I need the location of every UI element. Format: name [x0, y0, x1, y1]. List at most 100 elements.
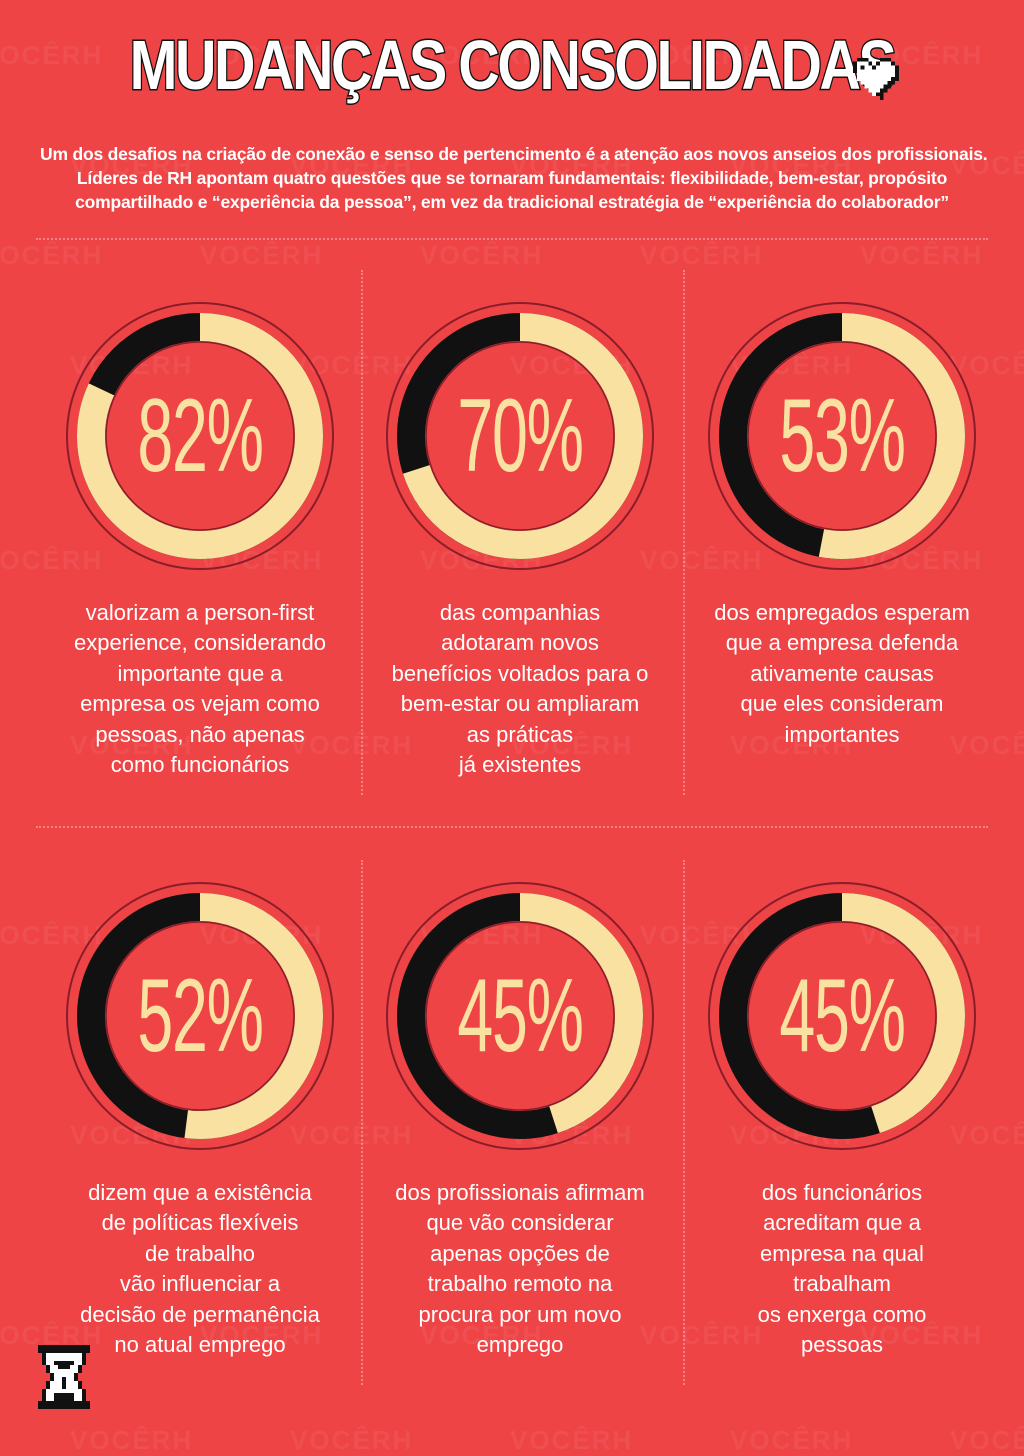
intro-line: Um dos desafios na criação de conexão e …: [40, 144, 988, 164]
description-line: no atual emprego: [114, 1332, 286, 1358]
donut-outer-ring: [66, 302, 334, 570]
description-line: de trabalho: [144, 1240, 256, 1266]
pixel-heart-icon: [852, 57, 899, 100]
donut-outer-ring: [708, 882, 976, 1150]
donut-inner-ring: [105, 341, 295, 531]
stat-card: 82% valorizam a person-first experience, c…: [49, 300, 349, 800]
stat-description: valorizam a person-first experience, cons…: [49, 598, 351, 780]
description-line: pessoas: [801, 1332, 883, 1358]
donut-value-arc: [397, 893, 643, 1139]
donut-chart: [386, 882, 654, 1150]
intro-line: compartilhado e “experiência da pessoa”,…: [75, 192, 949, 212]
page-title: MUDANÇAS CONSOLIDADAS: [128, 26, 898, 104]
donut-outer-ring: [386, 302, 654, 570]
stat-description: dos funcionários acreditam que a empresa n…: [691, 1178, 993, 1360]
stat-description: das companhias adotaram novos benefícios v…: [369, 598, 671, 780]
description-line: empresa na qual: [760, 1240, 924, 1266]
stat-card: 45% dos profissionais afirmam que vão cons…: [369, 880, 669, 1380]
stat-card: 53% dos empregados esperam que a empresa d…: [691, 300, 991, 800]
description-line: trabalho remoto na: [427, 1271, 613, 1297]
donut-inner-ring: [747, 341, 937, 531]
description-line: acreditam que a: [763, 1210, 921, 1236]
pixel-hourglass-icon: [38, 1345, 90, 1409]
watermark-text: VOCÊRH: [200, 240, 324, 270]
description-line: já existentes: [458, 752, 582, 778]
intro-text: Um dos desafios na criação de conexão e …: [40, 142, 988, 214]
watermark-text: VOCÊRH: [510, 1425, 634, 1455]
description-line: apenas opções de: [430, 1240, 610, 1266]
description-line: que eles consideram: [740, 691, 944, 717]
stat-card: 45% dos funcionários acreditam que a empres…: [691, 880, 991, 1380]
donut-inner-ring: [747, 921, 937, 1111]
description-line: ativamente causas: [750, 660, 934, 686]
donut-outer-ring: [66, 882, 334, 1150]
description-line: como funcionários: [110, 752, 290, 778]
description-line: pessoas, não apenas: [95, 721, 305, 747]
description-line: procura por um novo: [418, 1301, 622, 1327]
donut-inner-ring: [425, 921, 615, 1111]
description-line: adotaram novos: [441, 630, 599, 656]
stat-card: 70% das companhias adotaram novos benefício…: [369, 300, 669, 800]
description-line: empresa os vejam como: [80, 691, 320, 717]
top-divider: [36, 238, 988, 240]
description-line: importante que a: [117, 660, 283, 686]
column-divider: [361, 270, 363, 795]
percent-label: 70%: [457, 378, 584, 494]
description-line: vão influenciar a: [119, 1271, 281, 1297]
donut-chart: [66, 302, 334, 570]
watermark-text: VOCÊRH: [950, 1425, 1024, 1455]
donut-value-arc: [77, 313, 323, 559]
description-line: das companhias: [439, 600, 601, 625]
donut-value-arc: [719, 313, 965, 559]
watermark-text: VOCÊRH: [0, 240, 104, 270]
description-line: trabalham: [793, 1271, 891, 1297]
description-line: os enxerga como: [757, 1301, 927, 1327]
percent-label: 52%: [137, 958, 264, 1074]
column-divider: [683, 860, 685, 1385]
stat-description: dos empregados esperam que a empresa defe…: [691, 598, 993, 750]
description-line: benefícios voltados para o: [391, 660, 649, 686]
donut-inner-ring: [105, 921, 295, 1111]
percent-label: 82%: [137, 378, 264, 494]
intro-line: Líderes de RH apontam quatro questões qu…: [76, 168, 948, 188]
percent-label: 45%: [779, 958, 906, 1074]
watermark-text: VOCÊRH: [290, 1425, 414, 1455]
percent-label: 45%: [457, 958, 584, 1074]
description-line: que a empresa defenda: [725, 630, 959, 656]
donut-outer-ring: [386, 882, 654, 1150]
description-line: bem-estar ou ampliaram: [400, 691, 640, 717]
middle-divider: [36, 826, 988, 828]
description-line: dos funcionários: [761, 1180, 923, 1205]
donut-outer-ring: [708, 302, 976, 570]
donut-chart: [386, 302, 654, 570]
description-line: dos empregados esperam: [714, 600, 970, 625]
description-line: emprego: [476, 1332, 564, 1358]
description-line: dos profissionais afirmam: [395, 1180, 645, 1205]
description-line: valorizam a person-first: [85, 600, 315, 625]
donut-value-arc: [77, 893, 323, 1139]
watermark-text: VOCÊRH: [730, 1425, 854, 1455]
column-divider: [683, 270, 685, 795]
description-line: experience, considerando: [74, 630, 326, 656]
watermark-text: VOCÊRH: [640, 240, 764, 270]
donut-chart: [66, 882, 334, 1150]
description-line: que vão considerar: [426, 1210, 614, 1236]
description-line: as práticas: [466, 721, 574, 747]
donut-inner-ring: [425, 341, 615, 531]
stat-description: dizem que a existência de políticas flexí…: [49, 1178, 351, 1360]
watermark-text: VOCÊRH: [0, 40, 104, 70]
donut-chart: [708, 302, 976, 570]
description-line: de políticas flexíveis: [101, 1210, 299, 1236]
description-line: dizem que a existência: [88, 1180, 312, 1205]
donut-value-arc: [719, 893, 965, 1139]
donut-chart: [708, 882, 976, 1150]
watermark-text: VOCÊRH: [70, 1425, 194, 1455]
stat-description: dos profissionais afirmam que vão conside…: [369, 1178, 671, 1360]
watermark-text: VOCÊRH: [860, 240, 984, 270]
stat-card: 52% dizem que a existência de políticas fl…: [49, 880, 349, 1380]
description-line: importantes: [784, 721, 900, 747]
description-line: decisão de permanência: [80, 1301, 320, 1327]
watermark-text: VOCÊRH: [420, 240, 544, 270]
donut-value-arc: [397, 313, 643, 559]
column-divider: [361, 860, 363, 1385]
